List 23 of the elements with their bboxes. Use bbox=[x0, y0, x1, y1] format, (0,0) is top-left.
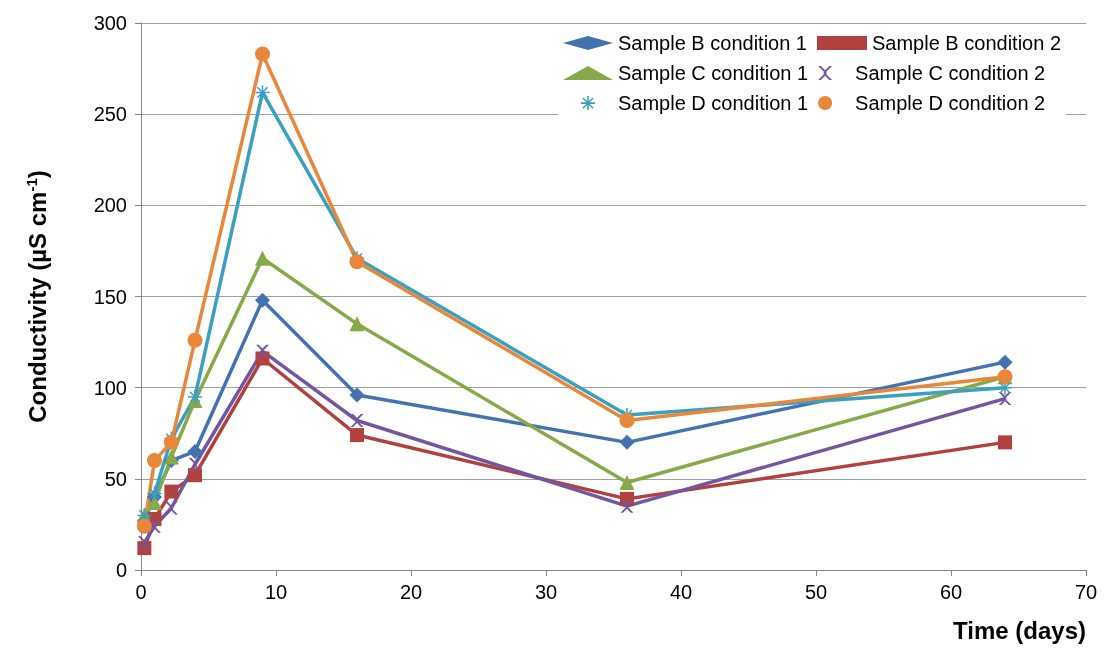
legend-label: Sample C condition 1 bbox=[617, 62, 809, 84]
x-tick-label: 20 bbox=[399, 581, 423, 603]
y-tick-label: 100 bbox=[93, 376, 127, 399]
legend-label: Sample D condition 1 bbox=[617, 92, 809, 114]
x-tick-label: 50 bbox=[804, 581, 828, 603]
x-tick-label: 70 bbox=[1074, 581, 1098, 603]
x-axis-title: Time (days) bbox=[953, 616, 1086, 644]
y-tick-label: 50 bbox=[104, 467, 127, 490]
legend-label: Sample B condition 1 bbox=[617, 32, 808, 54]
y-tick-label: 0 bbox=[115, 559, 127, 581]
y-tick-label: 250 bbox=[93, 103, 127, 126]
x-tick-label: 10 bbox=[264, 581, 288, 603]
y-tick-label: 200 bbox=[93, 194, 127, 217]
x-tick-label: 60 bbox=[939, 581, 963, 603]
legend-label: Sample C condition 2 bbox=[855, 62, 1046, 84]
legend-label: Sample D condition 2 bbox=[855, 92, 1046, 114]
y-tick-label: 300 bbox=[93, 12, 127, 34]
x-tick-label: 40 bbox=[669, 581, 693, 603]
x-tick-label: 30 bbox=[534, 581, 558, 603]
legend-label: Sample B condition 2 bbox=[872, 32, 1062, 54]
x-tick-label: 0 bbox=[135, 581, 147, 603]
y-axis-title: Conductivity (µS cm-1) bbox=[23, 170, 51, 423]
y-tick-label: 150 bbox=[93, 285, 127, 308]
